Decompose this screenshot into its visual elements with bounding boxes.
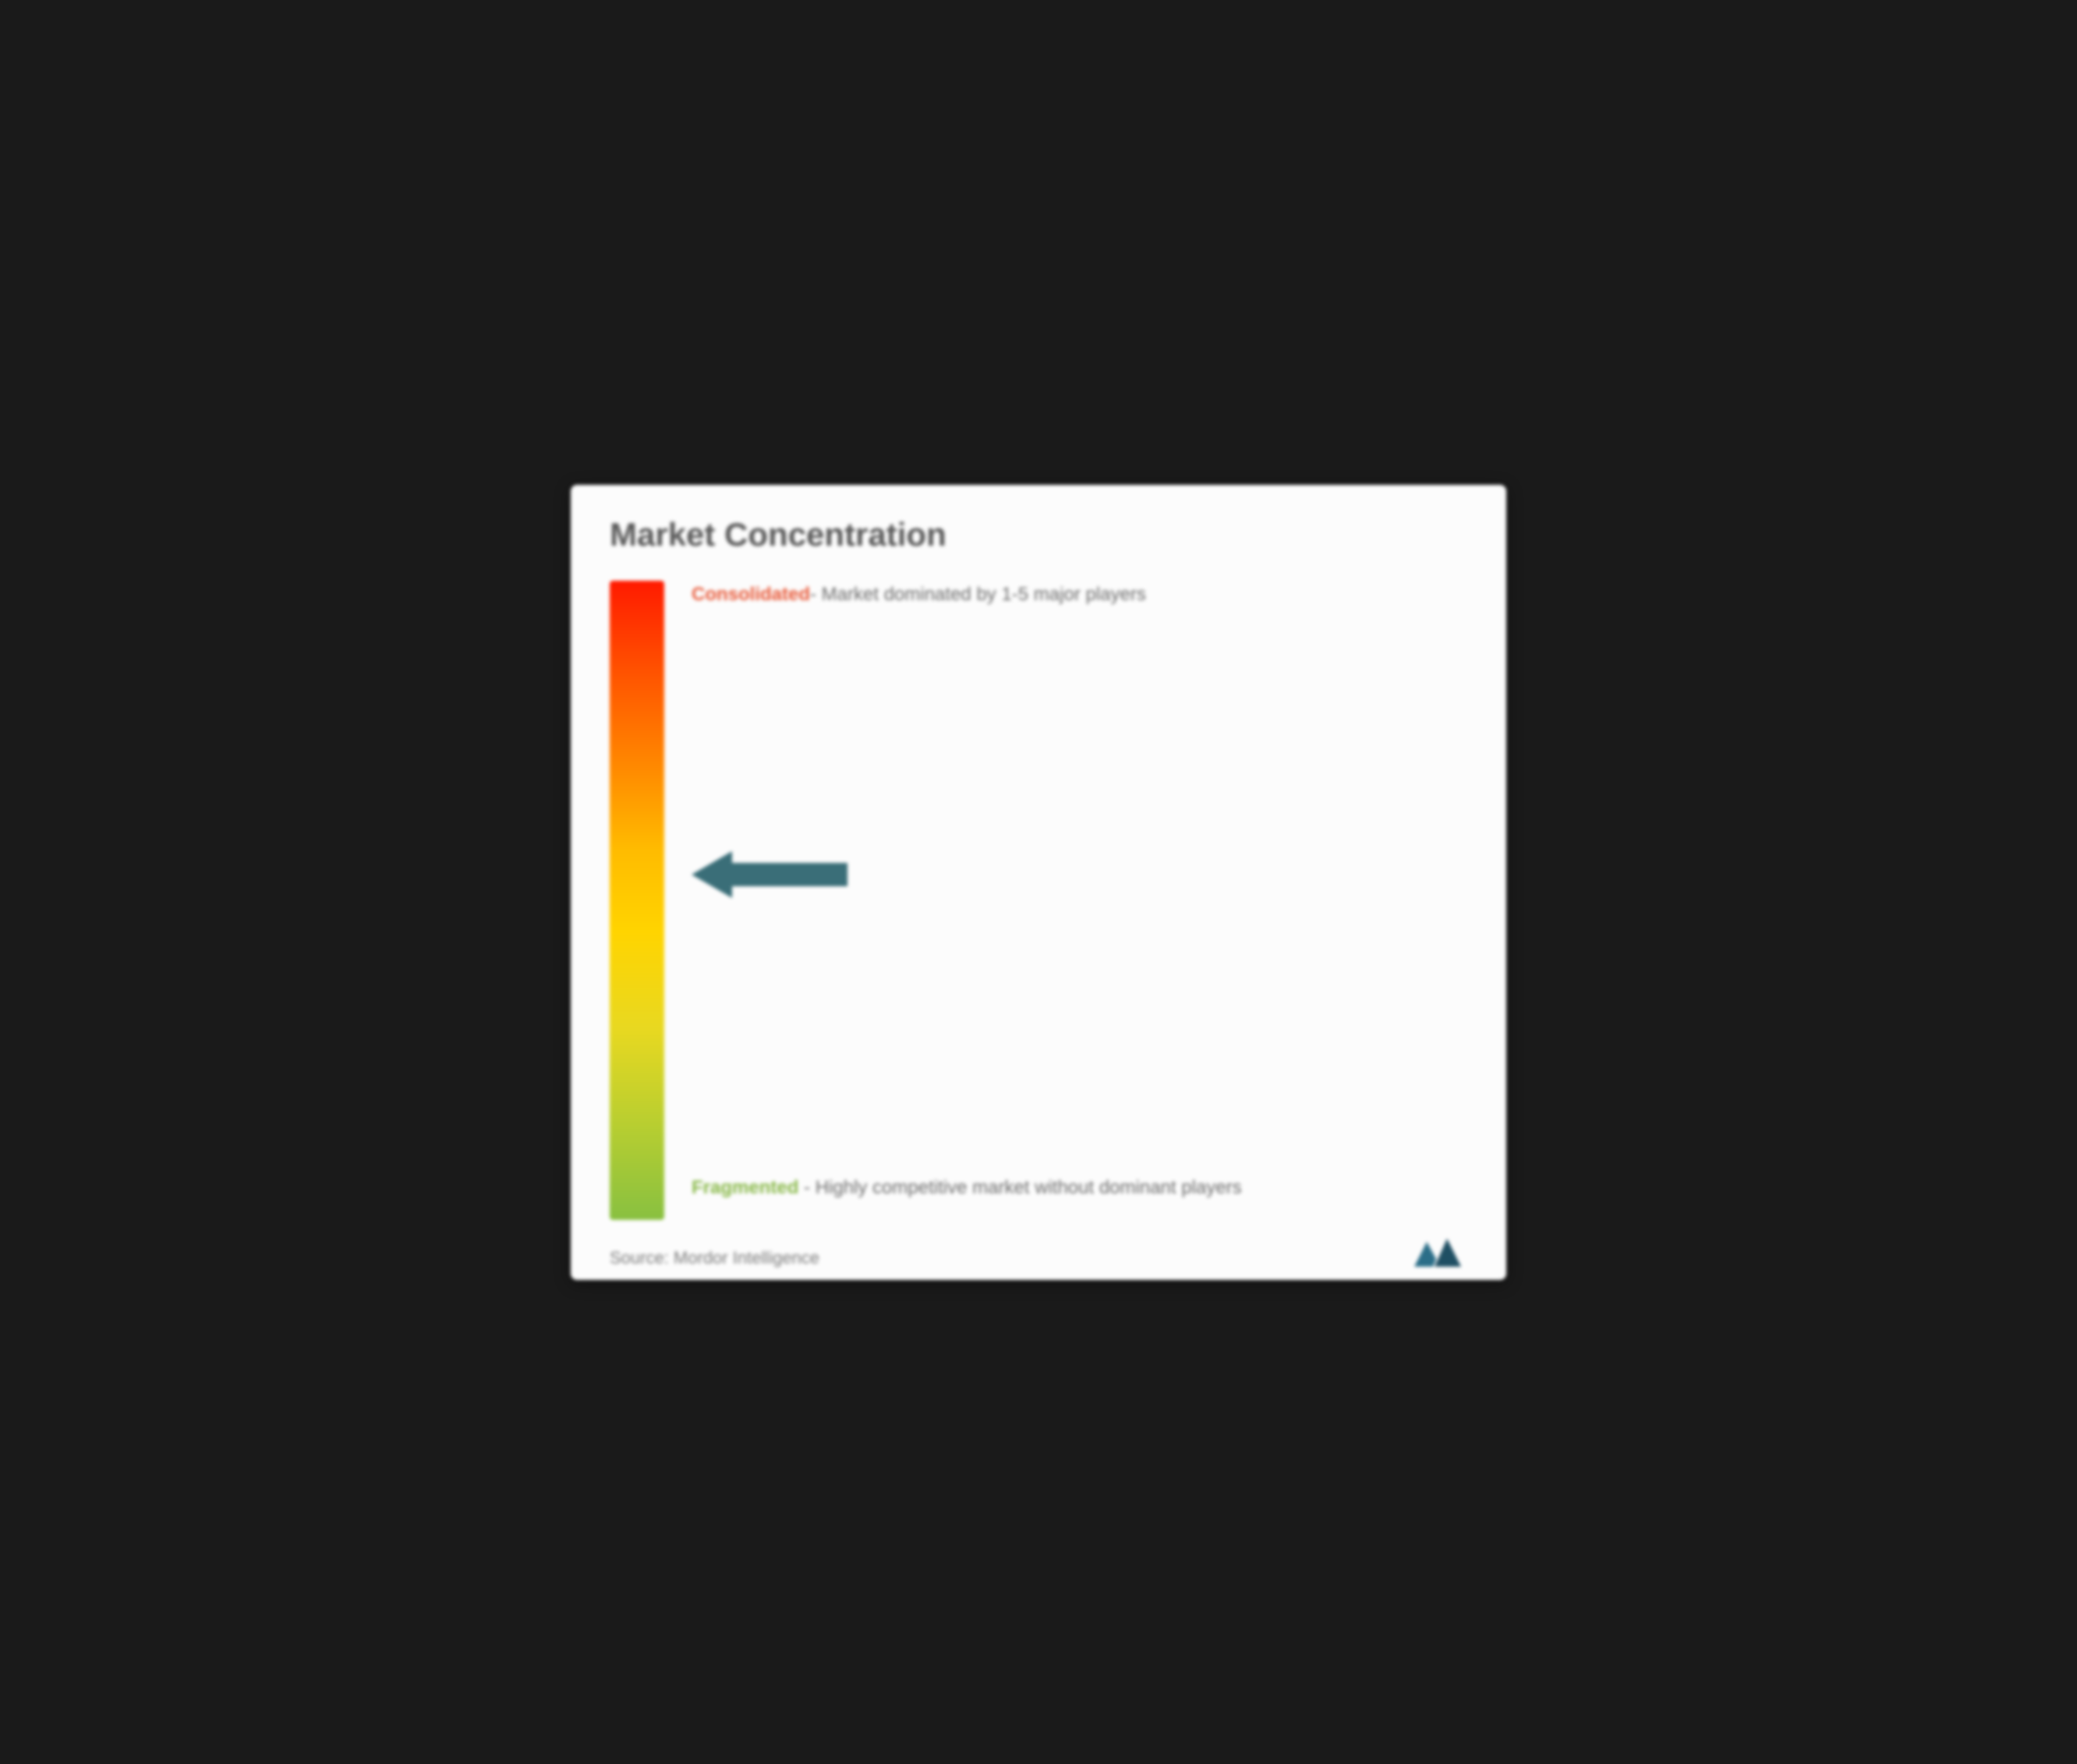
arrow-left-icon [692,851,847,898]
card-title: Market Concentration [610,516,1467,553]
footer: Source: Mordor Intelligence [610,1236,1467,1268]
consolidated-label: Consolidated- Market dominated by 1-5 ma… [692,581,1452,609]
fragmented-label: Fragmented - Highly competitive market w… [692,1172,1452,1204]
indicator-arrow [692,851,847,898]
fragmented-highlight: Fragmented [692,1177,798,1198]
fragmented-text: - Highly competitive market without domi… [798,1177,1241,1198]
market-concentration-card: Market Concentration Consolidated- Marke… [571,485,1506,1280]
consolidated-highlight: Consolidated [692,584,810,605]
source-text: Source: Mordor Intelligence [610,1248,819,1268]
consolidated-text: - Market dominated by 1-5 major players [810,584,1146,605]
concentration-gradient-bar [610,581,664,1220]
mordor-logo-icon [1413,1236,1467,1268]
labels-area: Consolidated- Market dominated by 1-5 ma… [664,581,1467,1220]
content-area: Consolidated- Market dominated by 1-5 ma… [610,581,1467,1220]
